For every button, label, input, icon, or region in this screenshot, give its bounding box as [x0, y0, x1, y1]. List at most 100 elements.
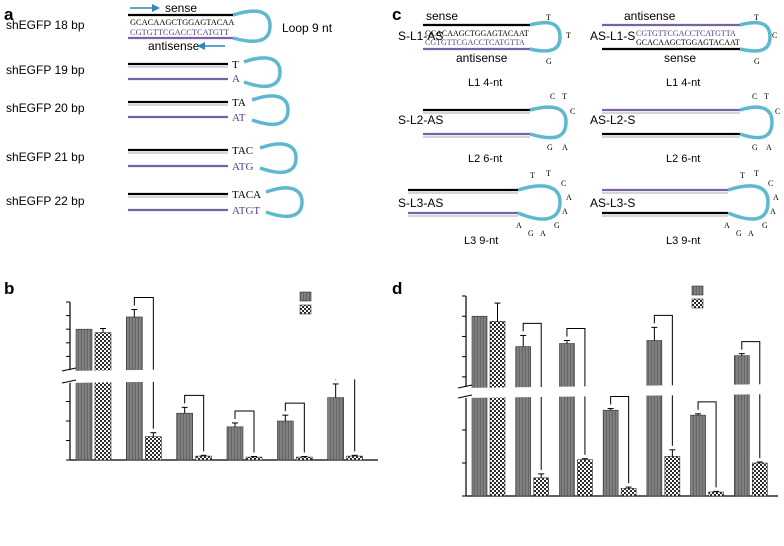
sense-label-c-right: sense	[664, 51, 696, 65]
construct-as-l2-s: AS-L2-S C T C A G L2 6-nt	[590, 92, 780, 165]
loop-c2	[739, 20, 772, 53]
overhang-bot-22: ATGT	[232, 205, 260, 217]
loop-nt: G	[546, 57, 552, 66]
panel-label-c: c	[392, 5, 401, 24]
loop-nt: T	[546, 13, 551, 22]
loop-nt: A	[516, 221, 522, 230]
bar-ago2-shcon	[94, 332, 112, 461]
loop-label-c4: L2 6-nt	[666, 153, 700, 165]
significance-bracket	[184, 394, 205, 452]
bar-control-as-l2-s	[646, 340, 663, 497]
loop-nt: A	[562, 207, 568, 216]
overhang-bot-20: AT	[232, 112, 246, 124]
axis-break-band	[458, 384, 778, 398]
loop-nt: C	[570, 107, 575, 116]
bar-control-as-l1-s	[559, 343, 575, 497]
construct-as-l1-s: antisense AS-L1-S CGTGTTCGACCTCATGTTA GC…	[590, 9, 777, 89]
construct-label-20bp: shEGFP 20 bp	[6, 101, 85, 115]
construct-label-21bp: shEGFP 21 bp	[6, 150, 85, 164]
loop-label-c3: L2 6-nt	[468, 153, 502, 165]
hairpin-22bp: shEGFP 22 bp TACA ATGT	[6, 186, 304, 218]
loop-nt: T	[546, 169, 551, 178]
bar-ago2-shegfp18bp	[145, 436, 162, 461]
antisense-seq-c2: CGTGTTCGACCTCATGTTA	[636, 29, 736, 38]
loop-nt: G	[762, 221, 768, 230]
chart-b	[61, 291, 378, 461]
construct-name-s-l2-as: S-L2-AS	[398, 113, 443, 127]
significance-bracket	[133, 296, 154, 429]
significance-bracket	[697, 401, 717, 488]
bar-control-as-l3-s	[733, 355, 750, 497]
bar-control-shcon	[471, 315, 488, 497]
overhang-top-19: T	[232, 59, 239, 71]
construct-s-l2-as: S-L2-AS C T C A G L2 6-nt	[398, 92, 575, 165]
bar-control-shegfp22bp	[327, 397, 344, 461]
bar-ago2-s-l1-as	[533, 477, 550, 497]
axis-break-mark	[457, 394, 473, 399]
hairpin-20bp: shEGFP 20 bp TA AT	[6, 94, 290, 126]
bar-control-shegfp19bp	[176, 412, 193, 461]
construct-label-18bp: shEGFP 18 bp	[6, 18, 85, 32]
loop-nt: G	[554, 221, 560, 230]
bar-control-s-l2-as	[602, 409, 619, 497]
hairpin-loop-19	[243, 56, 282, 88]
sense-seq-c1: GCACAAGCTGGAGTACAAT	[425, 29, 529, 38]
significance-bracket	[741, 341, 761, 459]
loop-nt: T	[566, 31, 571, 40]
axis-break-mark	[61, 379, 77, 384]
bar-control-shegfp21bp	[277, 420, 294, 461]
loop-nt: A	[566, 193, 572, 202]
loop-nt: G	[736, 229, 742, 238]
overhang-bot-19: A	[232, 73, 240, 85]
loop-label-c1: L1 4-nt	[468, 77, 502, 89]
bar-ago2-s-l2-as	[620, 488, 637, 497]
loop-nt: T	[764, 92, 769, 101]
loop-nt: A	[724, 221, 730, 230]
loop-nt: G	[528, 229, 534, 238]
sense-seq-a: GCACAAGCTGGAGTACAA	[130, 18, 234, 27]
hairpin-loop-20	[251, 94, 290, 126]
loop-label-c6: L3 9-nt	[666, 235, 700, 247]
antisense-label-c-left: antisense	[456, 51, 508, 65]
legend-swatch-ago2	[691, 298, 704, 309]
bar-control-s-l3-as	[690, 414, 706, 497]
loop-c3	[529, 105, 568, 140]
loop-nt: C	[768, 179, 773, 188]
antisense-label-a: antisense	[148, 39, 200, 53]
loop-c6	[727, 184, 770, 221]
bar-control-shegfp20bp	[226, 426, 244, 461]
loop-nt: T	[740, 171, 745, 180]
loop-nt: T	[562, 92, 567, 101]
bar-control-shcon	[75, 328, 93, 461]
bar-ago2-as-l2-s	[664, 456, 681, 497]
loop-c5	[517, 184, 562, 221]
axis-break-band	[62, 367, 378, 383]
loop-label-c2: L1 4-nt	[666, 77, 700, 89]
panel-c: c sense S-L1-AS GCACAAGCTGGAGTACAAT CGTG…	[392, 5, 780, 247]
construct-name-s-l1-as: S-L1-AS	[398, 29, 443, 43]
construct-as-l3-s: AS-L3-S T T C A A A G A G L3 9-nt	[590, 169, 779, 247]
loop-c1	[529, 20, 562, 53]
loop-nt: A	[773, 193, 779, 202]
overhang-top-20: TA	[232, 97, 246, 109]
bar-ago2-shegfp21bp	[296, 456, 313, 461]
loop-nt: A	[540, 229, 546, 238]
legend-swatch-control	[691, 285, 704, 296]
bar-ago2-shcon	[489, 320, 506, 497]
construct-label-19bp: shEGFP 19 bp	[6, 63, 85, 77]
axis-break-mark	[61, 367, 77, 372]
sense-seq-c2: GCACAAGCTGGAGTACAAT	[636, 38, 740, 47]
loop-label: Loop 9 nt	[282, 21, 333, 35]
loop-nt: G	[754, 57, 760, 66]
construct-name-as-l3-s: AS-L3-S	[590, 196, 635, 210]
antisense-arrowhead	[197, 42, 205, 50]
construct-s-l3-as: S-L3-AS T T C A A A G A G L3 9-nt	[398, 169, 572, 247]
loop-nt: T	[530, 171, 535, 180]
axis-break-mark	[457, 384, 473, 389]
antisense-seq-c1: CGTGTTCGACCTCATGTTA	[425, 38, 525, 47]
overhang-top-22: TACA	[232, 189, 261, 201]
construct-name-as-l2-s: AS-L2-S	[590, 113, 635, 127]
chart-d	[457, 285, 778, 497]
hairpin-21bp: shEGFP 21 bp TAC ATG	[6, 142, 298, 174]
bar-ago2-as-l1-s	[577, 459, 593, 497]
